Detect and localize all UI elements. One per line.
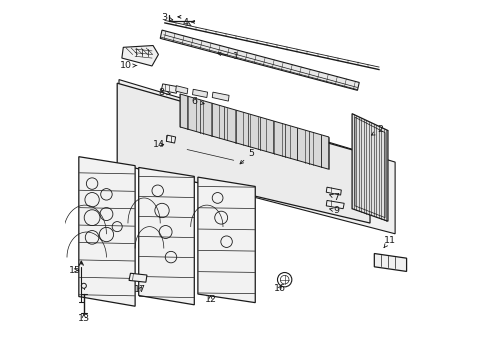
- Polygon shape: [122, 45, 158, 66]
- Text: 1: 1: [217, 52, 238, 61]
- Text: 4: 4: [182, 18, 191, 27]
- Text: 10: 10: [119, 62, 137, 71]
- Polygon shape: [166, 135, 175, 143]
- Polygon shape: [180, 94, 328, 169]
- Text: 2: 2: [371, 125, 383, 135]
- Polygon shape: [198, 177, 255, 303]
- Text: 9: 9: [329, 206, 338, 215]
- Text: 6: 6: [191, 96, 203, 105]
- Polygon shape: [129, 273, 147, 282]
- Text: 16: 16: [273, 284, 285, 293]
- Text: 13: 13: [78, 314, 90, 323]
- Polygon shape: [160, 30, 359, 90]
- Polygon shape: [161, 84, 178, 93]
- Polygon shape: [117, 83, 369, 223]
- Text: 12: 12: [204, 294, 216, 303]
- Text: 5: 5: [240, 149, 254, 164]
- Polygon shape: [192, 89, 207, 98]
- Text: 15: 15: [69, 266, 81, 275]
- Polygon shape: [325, 187, 341, 195]
- Text: 3: 3: [161, 13, 172, 22]
- Text: 8: 8: [158, 87, 170, 96]
- Text: 14: 14: [153, 140, 165, 149]
- Text: 17: 17: [134, 285, 145, 294]
- Polygon shape: [79, 157, 135, 306]
- Polygon shape: [351, 114, 387, 221]
- Polygon shape: [175, 86, 187, 94]
- Polygon shape: [373, 253, 406, 271]
- Text: 7: 7: [329, 193, 338, 202]
- Polygon shape: [119, 80, 394, 234]
- Text: 11: 11: [383, 236, 395, 248]
- Polygon shape: [212, 92, 228, 101]
- Polygon shape: [139, 167, 194, 305]
- Polygon shape: [325, 201, 344, 209]
